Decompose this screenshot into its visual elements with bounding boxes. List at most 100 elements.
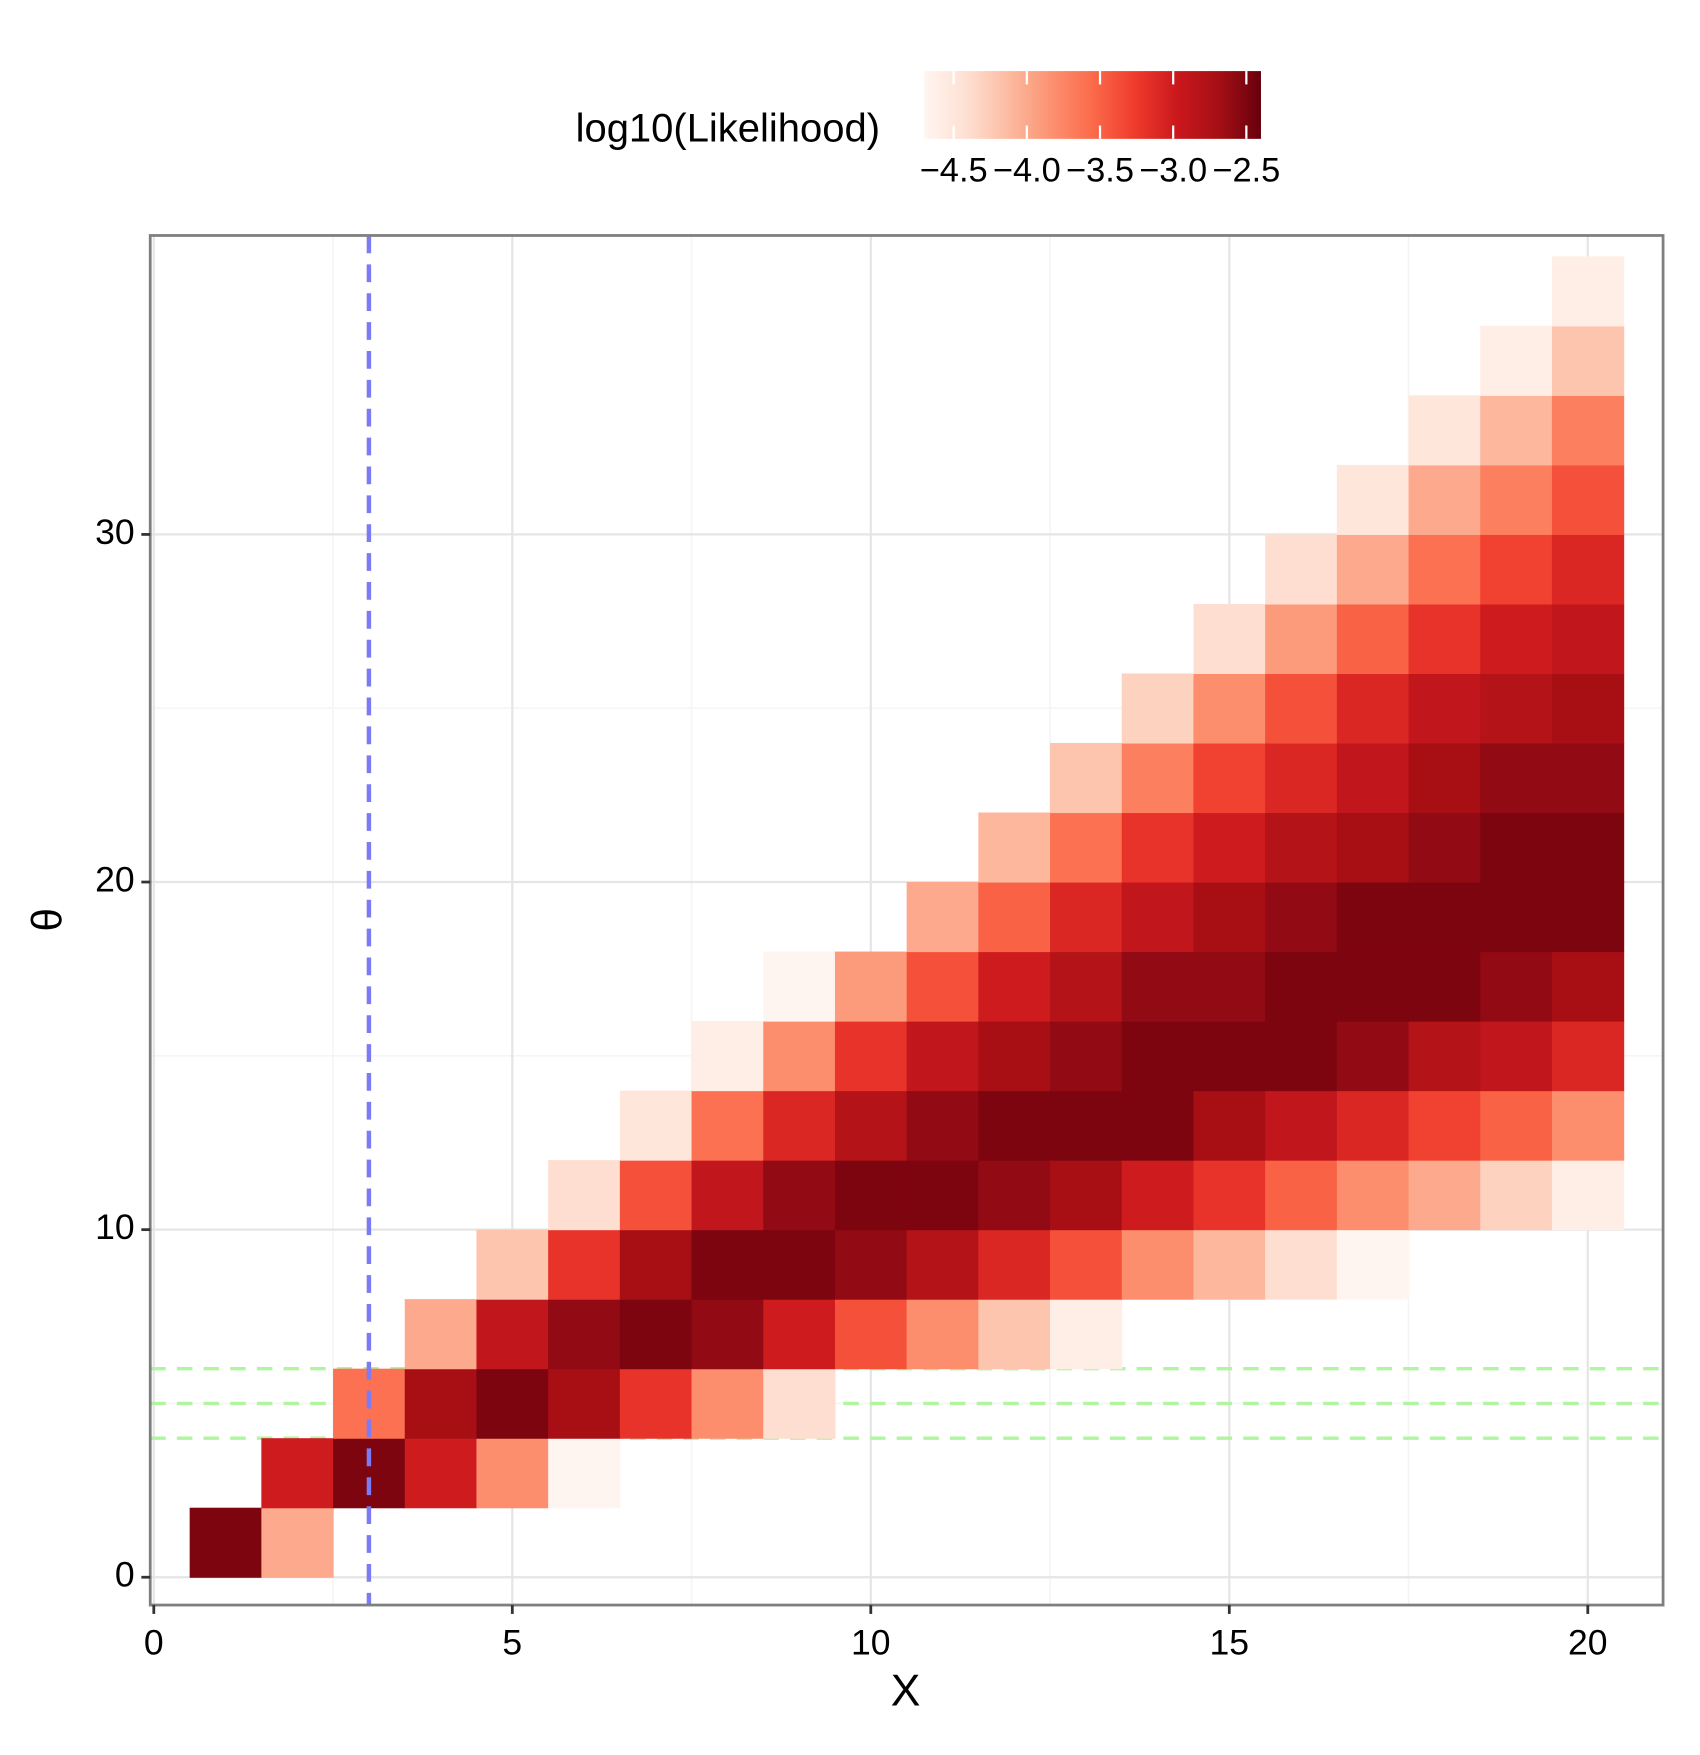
heat-tile	[906, 1229, 979, 1300]
heat-tile	[1480, 534, 1553, 605]
heat-tile	[1336, 882, 1410, 953]
heat-tile	[1336, 1021, 1410, 1092]
y-tick-label: 20	[95, 859, 135, 899]
x-tick-label: 5	[502, 1622, 522, 1662]
heat-tile	[1265, 742, 1338, 814]
heat-tile	[1336, 603, 1410, 675]
heat-tile	[763, 1368, 836, 1439]
heat-tile	[1480, 1160, 1553, 1231]
heat-tile	[1050, 742, 1123, 814]
y-tick-label: 30	[95, 512, 135, 552]
heat-tile	[691, 1368, 764, 1439]
heat-tile	[1121, 742, 1195, 814]
heat-tile	[1408, 395, 1481, 466]
plot-frame	[148, 234, 1665, 1607]
heat-tile	[1480, 882, 1553, 953]
heat-tile	[1265, 534, 1338, 605]
heat-tile	[978, 1299, 1051, 1370]
heat-tile	[1336, 464, 1410, 535]
heat-tile	[1551, 325, 1625, 396]
heat-tile	[906, 1160, 979, 1231]
heat-tile	[1193, 1229, 1266, 1300]
heat-tile	[1480, 1090, 1553, 1161]
heat-tile	[1193, 1160, 1266, 1231]
heat-tile	[261, 1438, 334, 1509]
heat-tile	[1265, 673, 1338, 744]
heat-tile	[1336, 1229, 1410, 1300]
heat-tile	[1480, 951, 1553, 1022]
heat-tile	[1408, 603, 1481, 675]
heat-tile	[404, 1438, 478, 1509]
heat-tile	[834, 1160, 908, 1231]
heat-tile	[476, 1299, 549, 1370]
heat-tile	[1193, 673, 1266, 744]
x-tick-label: 10	[851, 1622, 891, 1662]
colorbar-tick-label: −4.5	[920, 151, 988, 189]
heat-tile	[1336, 951, 1410, 1022]
heat-tile	[1551, 603, 1625, 675]
heat-tile	[1193, 812, 1266, 883]
heat-tile	[1551, 1090, 1625, 1161]
heat-tile	[1193, 742, 1266, 814]
heat-tile	[1121, 1090, 1195, 1161]
heat-tile	[1265, 1090, 1338, 1161]
heat-tile	[978, 1021, 1051, 1092]
heat-tile	[1193, 1090, 1266, 1161]
heat-tile	[404, 1299, 478, 1370]
heat-tile	[1408, 812, 1481, 883]
heat-tile	[906, 1021, 979, 1092]
heat-tile	[1408, 882, 1481, 953]
heat-tile	[548, 1438, 621, 1509]
x-axis-title: X	[891, 1667, 921, 1716]
heat-tile	[1050, 882, 1123, 953]
heat-tile	[691, 1229, 764, 1300]
heat-tile	[1050, 1299, 1123, 1370]
heat-tile	[476, 1229, 549, 1300]
heat-tile	[763, 1229, 836, 1300]
heat-tile	[1480, 325, 1553, 396]
heat-tile	[1121, 1021, 1195, 1092]
heat-tile	[548, 1229, 621, 1300]
heat-tile	[978, 882, 1051, 953]
heat-tile	[1336, 1160, 1410, 1231]
heat-tile	[1265, 1229, 1338, 1300]
colorbar	[924, 71, 1261, 139]
heat-tile	[1551, 742, 1625, 814]
heat-tile	[1551, 882, 1625, 953]
heat-tile	[834, 1021, 908, 1092]
heat-tile	[1551, 1160, 1625, 1231]
colorbar-tick-label: −4.0	[993, 151, 1061, 189]
heat-tile	[1408, 534, 1481, 605]
heat-tile	[404, 1368, 478, 1439]
heat-tile	[763, 951, 836, 1022]
heat-tile	[1050, 1021, 1123, 1092]
heat-tile	[1050, 812, 1123, 883]
heat-tile	[978, 1229, 1051, 1300]
heat-tile	[1050, 1160, 1123, 1231]
heat-tile	[1551, 673, 1625, 744]
heat-tile	[1480, 742, 1553, 814]
heat-tile	[978, 812, 1051, 883]
heat-tile	[476, 1438, 549, 1509]
colorbar-tick-label: −3.0	[1139, 151, 1207, 189]
heat-tile	[1193, 603, 1266, 675]
x-tick-label: 15	[1210, 1622, 1250, 1662]
heat-tile	[1551, 951, 1625, 1022]
heat-tile	[189, 1507, 262, 1578]
heat-tile	[1551, 464, 1625, 535]
heat-tile	[834, 1299, 908, 1370]
heat-tile	[978, 951, 1051, 1022]
heat-tile	[691, 1160, 764, 1231]
heat-tile	[906, 1299, 979, 1370]
heat-tile	[1121, 673, 1195, 744]
heat-tile	[1551, 812, 1625, 883]
heat-tile	[1265, 1021, 1338, 1092]
y-tick-label: 10	[95, 1207, 135, 1247]
heat-tile	[978, 1160, 1051, 1231]
heat-tile	[548, 1160, 621, 1231]
heat-tile	[261, 1507, 334, 1578]
heat-tile	[978, 1090, 1051, 1161]
heat-tile	[1121, 882, 1195, 953]
